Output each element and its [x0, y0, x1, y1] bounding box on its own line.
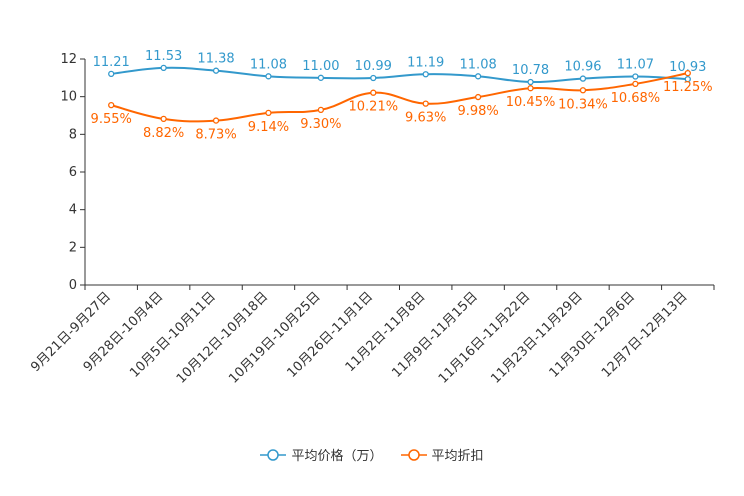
data-point — [684, 76, 691, 83]
data-label: 9.63% — [405, 111, 446, 126]
data-label: 10.78 — [512, 63, 549, 78]
legend: 平均价格（万） 平均折扣 — [0, 445, 744, 464]
y-tick-label: 4 — [69, 203, 77, 218]
legend-label: 平均折扣 — [431, 449, 484, 464]
legend-item-discount[interactable]: 平均折扣 — [400, 445, 484, 464]
data-label: 11.38 — [197, 52, 234, 67]
y-tick-label: 12 — [60, 52, 77, 67]
legend-label: 平均价格（万） — [291, 449, 383, 464]
series-line-1 — [110, 72, 688, 123]
data-label: 11.53 — [145, 49, 182, 64]
data-point — [632, 73, 639, 80]
data-point — [212, 67, 220, 74]
data-point — [317, 106, 325, 113]
data-point — [527, 85, 534, 92]
data-label: 11.07 — [617, 58, 654, 73]
data-point — [474, 73, 482, 80]
data-point — [160, 64, 167, 72]
data-label: 10.93 — [669, 60, 706, 75]
data-label: 11.08 — [460, 57, 497, 72]
data-label: 9.98% — [457, 104, 498, 119]
series-line-0 — [111, 66, 688, 84]
x-tick-label: 10月12日-10月18日 — [174, 289, 271, 386]
data-label: 9.30% — [300, 117, 341, 132]
legend-line-circle-icon — [400, 448, 427, 461]
data-point — [370, 74, 377, 82]
data-label: 11.21 — [93, 55, 130, 70]
data-label: 10.99 — [355, 59, 392, 74]
data-label: 11.08 — [250, 57, 287, 72]
data-label: 10.21% — [349, 100, 399, 115]
data-point — [265, 109, 272, 117]
data-label: 11.00 — [302, 59, 339, 74]
y-tick-label: 6 — [69, 165, 77, 180]
data-point — [422, 71, 429, 78]
data-label: 9.55% — [91, 112, 132, 127]
data-point — [474, 93, 482, 101]
legend-item-price[interactable]: 平均价格（万） — [260, 445, 383, 464]
data-point — [632, 80, 639, 88]
data-point — [317, 74, 325, 81]
legend-line-circle-icon — [260, 448, 287, 461]
y-tick-label: 10 — [60, 90, 77, 105]
data-point — [265, 73, 272, 80]
y-tick-label: 8 — [69, 127, 77, 142]
data-label: 10.96 — [564, 60, 601, 75]
data-point — [108, 70, 115, 78]
x-tick-label: 11月16日-11月22日 — [436, 289, 533, 386]
data-point — [527, 78, 534, 86]
data-label: 10.45% — [506, 95, 556, 110]
y-tick-label: 2 — [69, 240, 77, 255]
data-point — [108, 101, 115, 109]
data-point — [579, 75, 587, 82]
y-tick-label: 0 — [69, 278, 77, 293]
data-point — [160, 115, 167, 123]
data-point — [422, 100, 429, 107]
x-tick-label: 11月23日-11月29日 — [488, 289, 585, 386]
data-label: 8.73% — [195, 128, 236, 143]
x-tick-label: 10月19日-10月25日 — [226, 289, 323, 386]
data-point — [684, 69, 691, 77]
data-point — [579, 87, 587, 94]
data-label: 9.14% — [248, 120, 289, 135]
data-point — [370, 89, 377, 96]
data-label: 11.19 — [407, 55, 444, 70]
data-point — [212, 117, 220, 124]
data-label: 8.82% — [143, 126, 184, 141]
data-label: 10.68% — [611, 91, 661, 106]
data-label: 11.25% — [663, 80, 713, 95]
data-label: 10.34% — [558, 97, 608, 112]
